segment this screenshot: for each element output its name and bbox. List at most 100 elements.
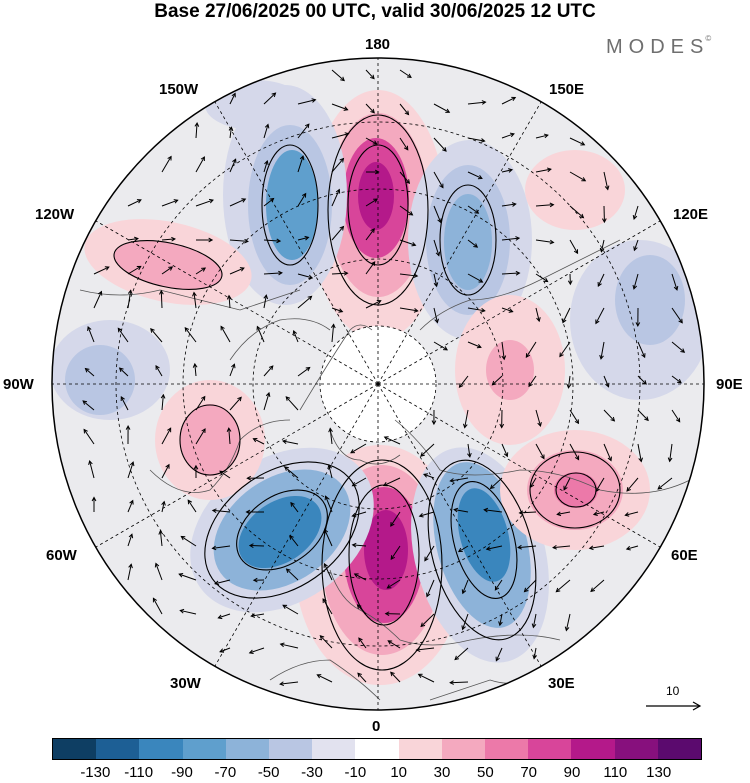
wind-arrow <box>535 204 554 207</box>
wind-arrow-head <box>633 246 638 252</box>
wind-arrow-head <box>420 452 425 457</box>
wind-arrow <box>595 307 605 324</box>
wind-arrow-head <box>104 266 110 271</box>
wind-arrow-head <box>417 673 423 678</box>
wind-arrow-head <box>350 449 355 454</box>
wind-arrow-head <box>339 225 345 231</box>
wind-arrow-head <box>201 428 206 434</box>
wind-arrow-head <box>517 544 522 550</box>
wind-arrow-head <box>607 456 612 462</box>
wind-arrow-head <box>125 425 131 430</box>
wind-arrow <box>450 477 469 482</box>
wind-arrow <box>229 267 245 275</box>
wind-arrow-head <box>595 319 600 325</box>
reference-vector-arrow <box>646 701 702 711</box>
wind-arrow <box>161 199 178 207</box>
wind-arrow-head <box>323 562 328 568</box>
wind-arrow <box>195 267 206 275</box>
lon-label-120w: 120W <box>35 206 75 223</box>
reference-vector-label: 10 <box>666 684 680 698</box>
wind-arrow <box>657 477 673 490</box>
wind-arrow <box>214 579 231 585</box>
wind-arrow-head <box>83 428 88 434</box>
wind-arrow-head <box>403 145 409 151</box>
wind-arrow-head <box>87 325 92 331</box>
wind-arrow-head <box>129 499 134 505</box>
wind-arrow-head <box>426 592 431 598</box>
wind-arrow <box>399 307 418 312</box>
wind-arrow-head <box>423 473 429 478</box>
wind-arrow-head <box>453 507 459 513</box>
colorbar-tick-label: -110 <box>124 764 154 781</box>
wind-arrow <box>567 375 571 388</box>
wind-arrow <box>152 598 163 615</box>
wind-arrow-head <box>211 508 217 514</box>
wind-arrow <box>253 438 265 445</box>
wind-arrow-head <box>120 396 125 401</box>
wind-arrow-head <box>624 512 630 517</box>
wind-arrow <box>458 545 469 553</box>
polar-map <box>51 57 705 711</box>
wind-arrow <box>194 363 197 377</box>
wind-arrow <box>319 635 333 649</box>
wind-arrow <box>195 156 205 173</box>
wind-arrow-head <box>509 132 515 138</box>
wind-arrow-head <box>413 308 419 313</box>
wind-arrow-head <box>511 202 517 207</box>
wind-arrow-head <box>97 290 103 296</box>
wind-arrow <box>399 205 413 216</box>
lon-label-180: 180 <box>365 36 391 53</box>
wind-arrow-head <box>276 238 282 244</box>
wind-arrow-head <box>595 487 600 493</box>
wind-arrow-head <box>626 486 631 492</box>
wind-arrow <box>187 499 197 513</box>
wind-arrow <box>535 239 554 244</box>
wind-arrow-head <box>84 367 90 373</box>
wind-arrow-head <box>278 270 283 276</box>
colorbar-tick-label: 90 <box>563 764 581 781</box>
wind-arrow <box>161 464 170 479</box>
wind-arrow <box>297 156 304 173</box>
wind-arrow <box>387 640 401 649</box>
wind-arrow <box>626 477 639 492</box>
colorbar-tick-label: 110 <box>603 764 628 781</box>
colorbar-segment <box>182 739 226 759</box>
wind-arrow <box>399 103 409 115</box>
wind-arrow-head <box>435 251 441 257</box>
wind-arrow <box>331 324 335 343</box>
wind-arrow-head <box>478 278 484 283</box>
wind-arrow-head <box>638 457 643 463</box>
wind-arrow-head <box>515 270 521 276</box>
wind-arrow-head <box>411 241 417 247</box>
wind-arrow-head <box>374 169 380 175</box>
wind-arrow <box>280 681 299 685</box>
wind-arrow <box>637 443 642 462</box>
wind-arrow-head <box>161 500 166 506</box>
wind-arrow <box>331 272 348 275</box>
wind-arrow-head <box>128 533 134 539</box>
wind-arrow <box>525 341 537 358</box>
wind-arrow-head <box>319 635 325 640</box>
wind-arrow-head <box>289 534 294 540</box>
wind-arrow-head <box>299 155 305 161</box>
wind-arrow <box>384 436 401 445</box>
wind-arrow <box>637 409 649 421</box>
wind-arrow-head <box>357 672 362 678</box>
wind-arrow-head <box>458 383 464 388</box>
wind-arrow <box>280 643 299 649</box>
wind-arrow-head <box>552 544 557 550</box>
wind-arrow <box>535 168 551 173</box>
wind-arrow <box>193 292 197 309</box>
wind-arrow-head <box>351 482 357 487</box>
wind-arrow <box>195 396 206 411</box>
wind-arrow-head <box>518 510 524 516</box>
wind-arrow <box>317 674 333 683</box>
wind-arrow <box>569 171 586 182</box>
colorbar-tick-label: -70 <box>214 764 237 781</box>
wind-arrow-head <box>437 218 442 224</box>
wind-arrow-head <box>632 214 638 220</box>
wind-arrow-head <box>556 511 562 517</box>
wind-arrow <box>155 365 163 377</box>
wind-arrow-head <box>269 197 275 203</box>
wind-arrow <box>501 169 513 173</box>
